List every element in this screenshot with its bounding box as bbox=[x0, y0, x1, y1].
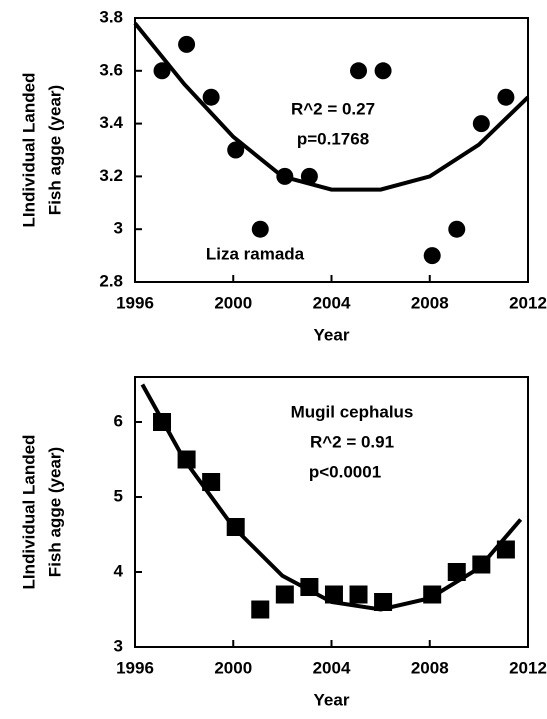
y-axis-label: Fish agge (year) bbox=[45, 85, 64, 215]
annotation: Mugil cephalus bbox=[291, 402, 414, 421]
y-axis-label: Fish agge (year) bbox=[45, 447, 64, 577]
fit-line bbox=[140, 383, 523, 612]
x-axis-label: Year bbox=[314, 325, 350, 344]
y-axis-label: LIndividual Landed bbox=[19, 435, 38, 590]
data-point bbox=[178, 35, 196, 53]
data-point bbox=[202, 88, 220, 106]
data-point bbox=[251, 600, 270, 619]
x-axis-label: Year bbox=[314, 690, 350, 709]
annotation: Liza ramada bbox=[206, 244, 305, 263]
data-point bbox=[497, 88, 515, 106]
y-tick-label: 3.8 bbox=[99, 7, 123, 26]
x-tick-label: 2004 bbox=[313, 658, 351, 677]
y-tick-label: 3 bbox=[114, 636, 123, 655]
data-point bbox=[275, 585, 294, 604]
y-tick-label: 6 bbox=[114, 411, 123, 430]
data-point bbox=[350, 62, 368, 80]
x-tick-label: 2000 bbox=[214, 293, 252, 312]
fit-line bbox=[133, 22, 530, 192]
y-tick-label: 3.2 bbox=[99, 166, 123, 185]
data-point bbox=[423, 247, 441, 265]
x-tick-label: 2008 bbox=[411, 293, 449, 312]
data-point bbox=[202, 473, 221, 491]
y-tick-label: 3.6 bbox=[99, 60, 123, 79]
data-point bbox=[251, 220, 269, 238]
x-tick-label: 2008 bbox=[411, 658, 449, 677]
x-tick-label: 2004 bbox=[313, 293, 351, 312]
x-tick-label: 2012 bbox=[509, 658, 547, 677]
data-point bbox=[447, 563, 466, 581]
x-tick-label: 1996 bbox=[116, 293, 154, 312]
annotation: p=0.1768 bbox=[297, 129, 369, 148]
x-tick-label: 2000 bbox=[214, 658, 252, 677]
annotation: R^2 = 0.27 bbox=[291, 99, 375, 118]
data-point bbox=[472, 115, 490, 133]
data-point bbox=[349, 585, 368, 604]
y-tick-label: 3.4 bbox=[99, 113, 123, 132]
x-tick-label: 1996 bbox=[116, 658, 154, 677]
y-tick-label: 5 bbox=[114, 486, 123, 505]
data-point bbox=[374, 62, 392, 80]
x-tick-label: 2012 bbox=[509, 293, 547, 312]
data-point bbox=[153, 62, 171, 80]
y-tick-label: 4 bbox=[114, 561, 124, 580]
y-axis-label: LIndividual Landed bbox=[19, 73, 38, 228]
data-point bbox=[448, 220, 466, 238]
data-point bbox=[227, 141, 245, 159]
annotation: p<0.0001 bbox=[309, 462, 381, 481]
annotation: R^2 = 0.91 bbox=[310, 432, 394, 451]
y-tick-label: 2.8 bbox=[99, 271, 123, 290]
y-tick-label: 3 bbox=[114, 219, 123, 238]
